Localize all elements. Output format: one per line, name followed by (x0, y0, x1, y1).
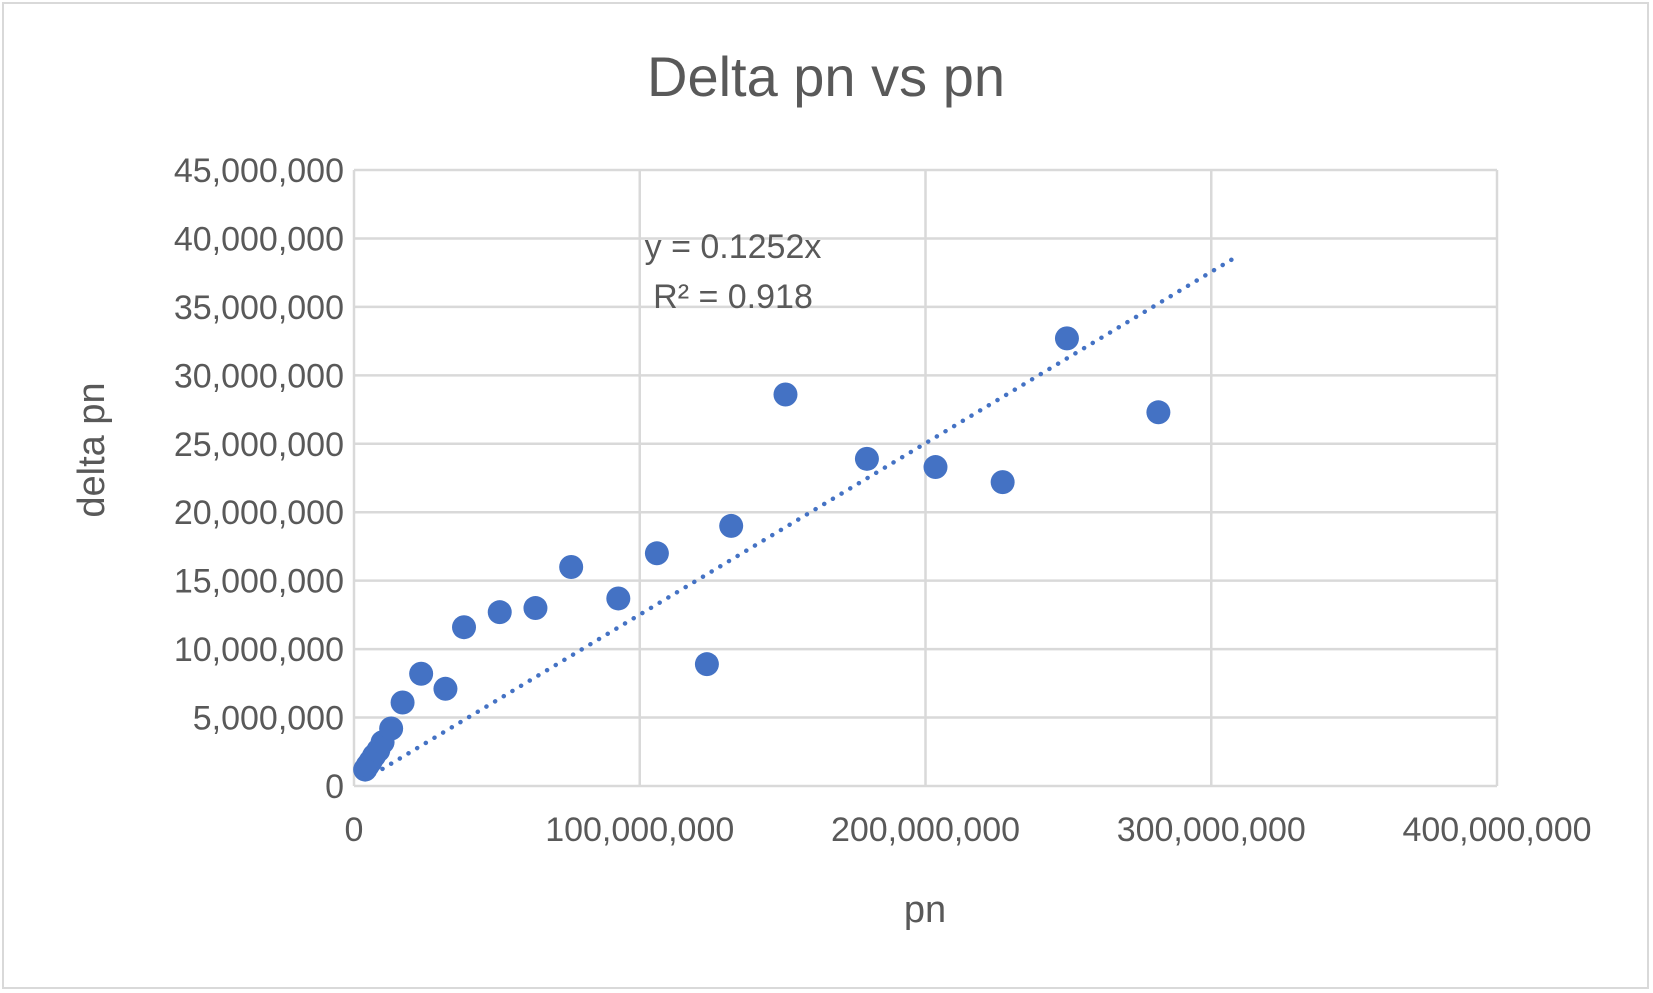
data-point (487, 600, 512, 625)
y-tick-label: 20,000,000 (174, 494, 344, 532)
x-tick-label: 300,000,000 (1117, 811, 1306, 849)
x-tick-label: 0 (345, 811, 364, 849)
data-point (606, 586, 631, 611)
data-point (452, 615, 477, 640)
x-tick-label: 100,000,000 (545, 811, 734, 849)
y-tick-label: 15,000,000 (174, 563, 344, 601)
trendline-layer (362, 255, 1237, 782)
data-point (694, 652, 719, 677)
data-point (854, 446, 879, 471)
x-tick-label: 200,000,000 (831, 811, 1020, 849)
data-point (379, 716, 404, 741)
y-tick-label: 30,000,000 (174, 357, 344, 395)
y-tick-label: 10,000,000 (174, 631, 344, 669)
x-axis-title: pn (904, 889, 946, 931)
data-point (390, 690, 415, 715)
chart-title: Delta pn vs pn (647, 45, 1005, 108)
data-point (523, 596, 548, 621)
gridlines (354, 168, 1499, 786)
data-point (644, 541, 669, 566)
data-points (353, 326, 1171, 782)
y-tick-label: 40,000,000 (174, 220, 344, 258)
x-tick-label: 400,000,000 (1402, 811, 1591, 849)
data-point (773, 382, 798, 407)
y-tick-label: 0 (325, 768, 344, 806)
data-point (559, 554, 584, 579)
trendline-r-squared: R² = 0.918 (653, 278, 813, 316)
trendline (362, 255, 1237, 782)
data-point (433, 676, 458, 701)
y-tick-label: 25,000,000 (174, 426, 344, 464)
trendline-equation: y = 0.1252x (645, 228, 822, 266)
y-tick-label: 35,000,000 (174, 289, 344, 327)
data-point (990, 470, 1015, 495)
y-tick-label: 45,000,000 (174, 152, 344, 190)
axes: 0 5,000,000 10,000,000 15,000,000 20,000,000… (174, 152, 1592, 849)
data-point (1054, 326, 1079, 351)
data-point (1146, 400, 1171, 425)
data-point (409, 661, 434, 686)
y-axis-title: delta pn (71, 382, 113, 517)
y-tick-label: 5,000,000 (193, 700, 344, 738)
data-point (719, 513, 744, 538)
data-point (923, 455, 948, 480)
